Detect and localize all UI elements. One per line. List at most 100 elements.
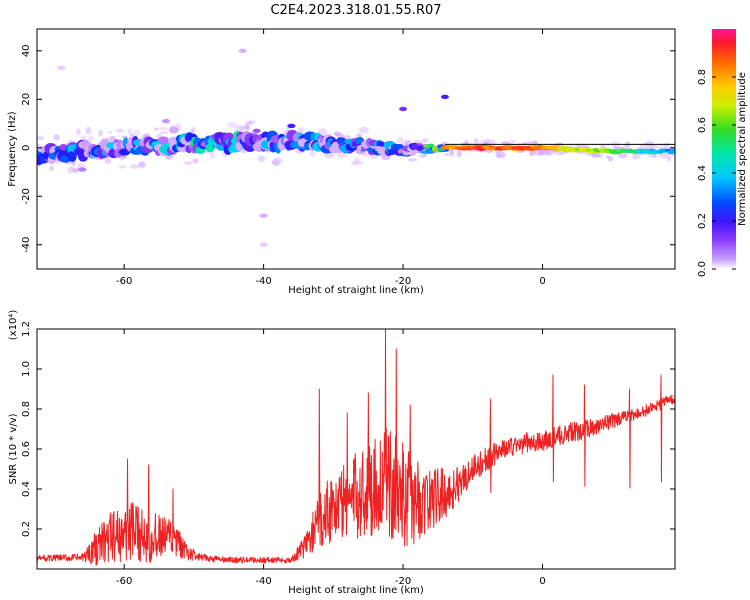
spectrogram-halo-cell bbox=[354, 160, 364, 166]
y-tick-label: 0.4 bbox=[21, 481, 32, 497]
y-tick-label: 0.6 bbox=[21, 441, 32, 457]
spectrogram-halo-cell bbox=[650, 144, 659, 150]
x-tick-label: -60 bbox=[116, 576, 132, 587]
spectrogram-halo-cell bbox=[243, 124, 250, 131]
spectrogram-isolated-feature bbox=[78, 167, 87, 172]
snr-series-line bbox=[37, 329, 675, 566]
x-tick-label: -60 bbox=[116, 276, 132, 287]
spectrogram-isolated-feature bbox=[287, 123, 296, 129]
colorbar-label: Normalized spectral amplitude bbox=[737, 72, 748, 226]
x-tick-label: -20 bbox=[395, 276, 411, 287]
spectrogram-halo-cell bbox=[87, 136, 95, 142]
colorbar-tick-label: 0.4 bbox=[697, 165, 708, 181]
spectrogram-y-axis: -40 -20 0 20 40 bbox=[21, 44, 675, 253]
spectrogram-halo-cell bbox=[126, 128, 133, 136]
spectrogram-isolated-feature bbox=[57, 65, 66, 70]
x-tick-label: -20 bbox=[395, 576, 411, 587]
spectrogram-halo-cell bbox=[104, 157, 111, 164]
colorbar-ticks: 0.0 0.2 0.4 0.6 0.8 bbox=[697, 69, 736, 277]
x-tick-label: -40 bbox=[255, 576, 271, 587]
y-tick-label: 40 bbox=[21, 44, 32, 57]
spectrogram-halo-cell bbox=[421, 138, 429, 144]
spectrogram-halo-cell bbox=[652, 153, 657, 158]
snr-x-axis: -60 -40 -20 0 bbox=[116, 329, 546, 587]
spectrogram-halo-cell bbox=[67, 166, 75, 174]
spectrogram-x-axis: -60 -40 -20 0 bbox=[116, 29, 546, 287]
snr-x-label: Height of straight line (km) bbox=[288, 585, 424, 596]
spectrogram-halo-cell bbox=[183, 161, 193, 165]
x-tick-label: -40 bbox=[255, 276, 271, 287]
spectrogram-isolated-feature bbox=[252, 128, 261, 134]
spectrogram-halo-cell bbox=[107, 130, 113, 135]
spectrogram-halo-cell bbox=[227, 121, 238, 129]
x-tick-label: 0 bbox=[539, 276, 545, 287]
spectrogram-halo-cell bbox=[408, 158, 418, 162]
snr-y-label: SNR (10 * v/v) bbox=[8, 413, 19, 484]
spectrogram-halo-cell bbox=[297, 126, 304, 134]
spectrogram-halo-cell bbox=[591, 152, 601, 158]
spectrogram-halo-cell bbox=[667, 155, 672, 162]
spectrogram-halo-cell bbox=[598, 152, 604, 159]
spectrogram-halo-cell bbox=[528, 150, 536, 156]
spectrogram-halo-cell bbox=[359, 126, 369, 134]
spectrogram-halo-cell bbox=[318, 128, 327, 136]
spectrogram-halo-cell bbox=[456, 149, 462, 158]
spectrogram-halo-cell bbox=[607, 156, 614, 162]
spectrogram-halo-cell bbox=[342, 135, 352, 140]
y-tick-label: -20 bbox=[21, 188, 32, 204]
spectrogram-halo-cell bbox=[337, 151, 347, 158]
spectrogram-marks bbox=[37, 48, 675, 247]
spectrogram-halo-cell bbox=[119, 165, 126, 169]
x-tick-label: 0 bbox=[539, 576, 545, 587]
spectrogram-halo-cell bbox=[115, 128, 124, 133]
spectrogram-halo-cell bbox=[247, 120, 256, 124]
spectrogram-halo-cell bbox=[159, 127, 169, 131]
spectrogram-halo-cell bbox=[133, 129, 141, 137]
y-tick-label: 0.2 bbox=[21, 521, 32, 537]
spectrogram-halo-cell bbox=[129, 164, 140, 169]
snr-y-axis: 0.2 0.4 0.6 0.8 1.0 1.2 bbox=[21, 321, 675, 537]
spectrogram-halo-cell bbox=[37, 136, 45, 141]
snr-plot-area bbox=[37, 329, 675, 569]
colorbar-gradient bbox=[712, 29, 736, 269]
spectrogram-halo-cell bbox=[617, 152, 628, 159]
figure-title: C2E4.2023.318.01.55.R07 bbox=[270, 3, 441, 18]
spectrogram-halo-cell bbox=[138, 161, 146, 168]
spectrogram-halo-cell bbox=[97, 129, 103, 137]
spectrogram-halo-cell bbox=[273, 156, 284, 164]
spectrogram-isolated-feature bbox=[440, 94, 449, 100]
spectrogram-halo-cell bbox=[381, 154, 391, 161]
spectrogram-isolated-feature bbox=[238, 48, 247, 54]
spectrogram-halo-cell bbox=[109, 135, 116, 143]
spectrogram-y-label: Frequency (Hz) bbox=[7, 111, 18, 187]
snr-panel: -60 -40 -20 0 0.2 0.4 0.6 0.8 1.0 1.2 Height of … bbox=[8, 310, 676, 596]
spectrogram-halo-cell bbox=[257, 155, 266, 162]
spectrogram-halo-cell bbox=[159, 131, 169, 135]
colorbar: 0.0 0.2 0.4 0.6 0.8 Normalized spectral ampl… bbox=[697, 29, 748, 277]
colorbar-tick-label: 0.2 bbox=[697, 213, 708, 229]
spectrogram-isolated-feature bbox=[399, 106, 408, 112]
spectrogram-halo-cell bbox=[192, 158, 199, 164]
spectrogram-band-cell bbox=[158, 136, 169, 144]
spectrogram-x-label: Height of straight line (km) bbox=[288, 285, 424, 296]
spectrogram-halo-cell bbox=[154, 127, 159, 131]
spectrogram-band-cell bbox=[668, 148, 675, 154]
spectrogram-halo-cell bbox=[449, 147, 454, 155]
spectrogram-isolated-feature bbox=[161, 118, 170, 124]
spectrogram-halo-cell bbox=[309, 150, 316, 158]
spectrogram-isolated-feature bbox=[259, 242, 268, 247]
y-tick-label: 1.2 bbox=[21, 321, 32, 337]
spectrogram-halo-cell bbox=[600, 145, 607, 150]
spectrogram-halo-cell bbox=[84, 126, 92, 135]
spectrogram-band-cell bbox=[377, 141, 386, 147]
spectrogram-halo-cell bbox=[490, 140, 496, 147]
spectrogram-halo-cell bbox=[473, 138, 479, 145]
spectrogram-halo-cell bbox=[444, 152, 450, 157]
spectrogram-frame bbox=[36, 28, 676, 270]
spectrogram-halo-cell bbox=[72, 167, 80, 173]
y-tick-label: 20 bbox=[21, 93, 32, 106]
colorbar-tick-label: 0.8 bbox=[697, 69, 708, 85]
y-tick-label: 0.8 bbox=[21, 401, 32, 417]
colorbar-tick-label: 0.6 bbox=[697, 117, 708, 133]
spectrogram-halo-cell bbox=[235, 124, 244, 133]
